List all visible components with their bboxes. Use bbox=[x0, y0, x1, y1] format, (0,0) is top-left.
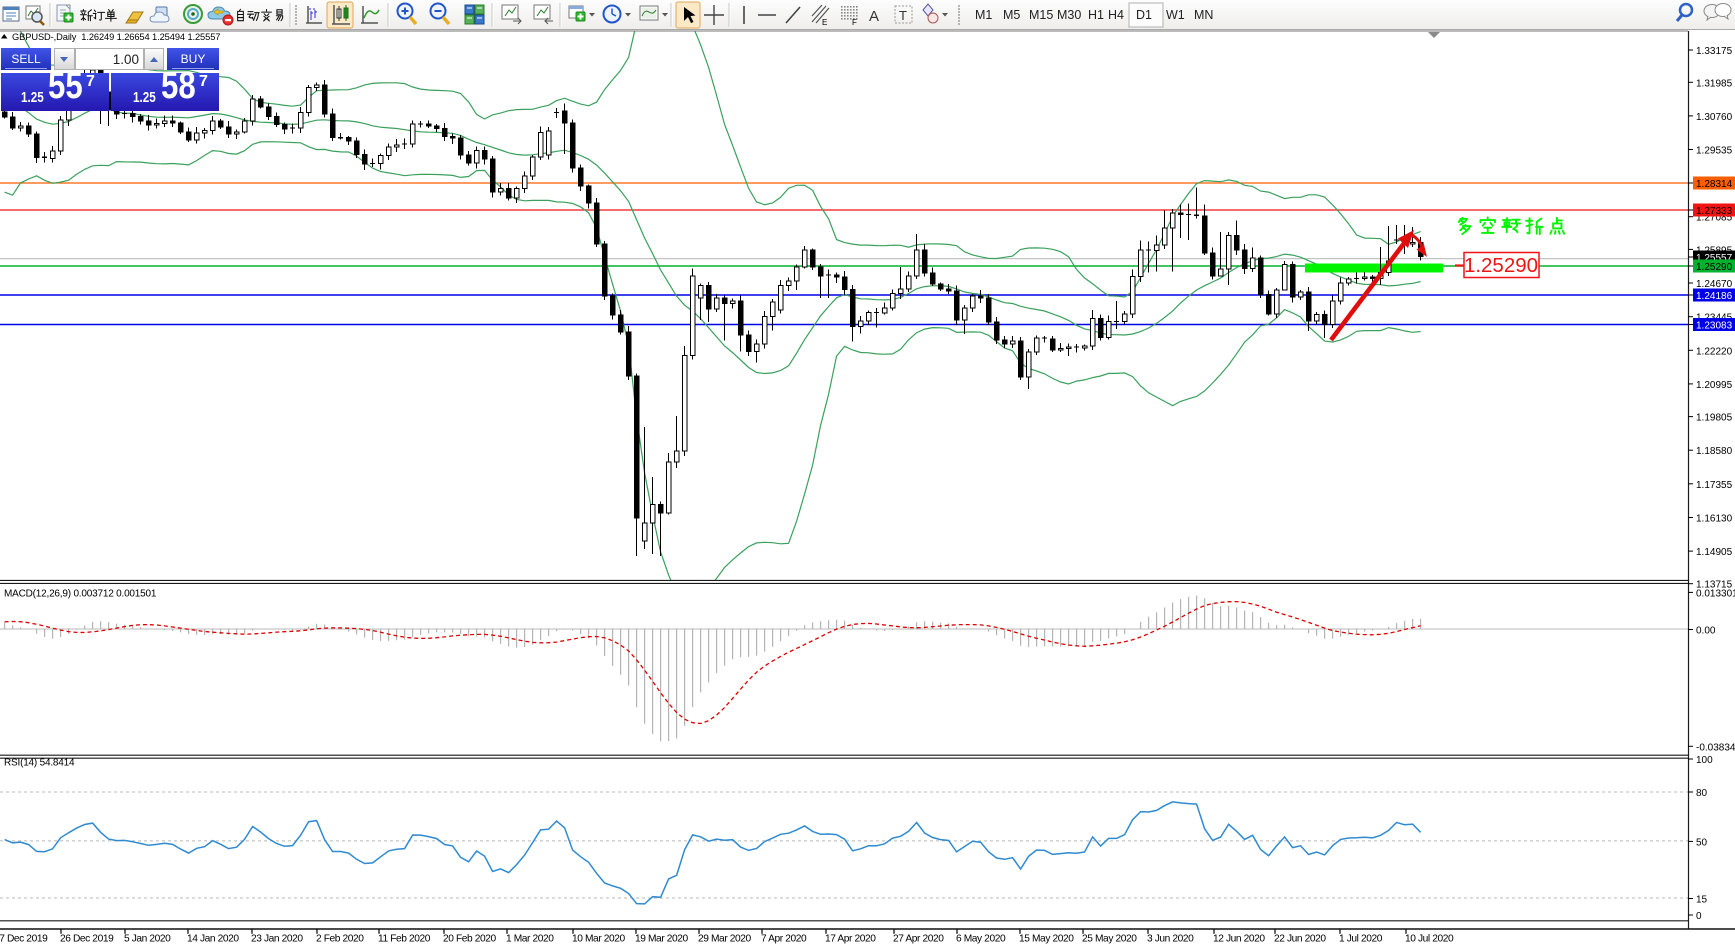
svg-text:1.27085: 1.27085 bbox=[1696, 213, 1733, 224]
svg-text:1.28314: 1.28314 bbox=[1696, 179, 1733, 190]
svg-text:1.13715: 1.13715 bbox=[1696, 580, 1733, 591]
svg-text:1.24186: 1.24186 bbox=[1696, 291, 1733, 302]
svg-text:1.14905: 1.14905 bbox=[1696, 547, 1733, 558]
svg-text:50: 50 bbox=[1696, 837, 1708, 848]
svg-text:22 Jun 2020: 22 Jun 2020 bbox=[1274, 934, 1326, 945]
svg-text:1.20995: 1.20995 bbox=[1696, 380, 1733, 391]
svg-text:19 Mar 2020: 19 Mar 2020 bbox=[635, 934, 689, 945]
svg-text:26 Dec 2019: 26 Dec 2019 bbox=[60, 934, 114, 945]
svg-text:1.24670: 1.24670 bbox=[1696, 279, 1733, 290]
svg-text:1.18580: 1.18580 bbox=[1696, 446, 1733, 457]
svg-text:MACD(12,26,9) 0.003712 0.00150: MACD(12,26,9) 0.003712 0.001501 bbox=[4, 589, 157, 600]
svg-text:W1: W1 bbox=[1166, 8, 1185, 22]
svg-text:15 May 2020: 15 May 2020 bbox=[1019, 934, 1074, 945]
svg-text:1.31985: 1.31985 bbox=[1696, 78, 1733, 89]
svg-text:3 Jun 2020: 3 Jun 2020 bbox=[1147, 934, 1194, 945]
svg-text:0.00: 0.00 bbox=[1696, 626, 1716, 637]
svg-text:1.25290: 1.25290 bbox=[1464, 254, 1538, 277]
svg-text:M30: M30 bbox=[1057, 8, 1081, 22]
svg-text:D1: D1 bbox=[1136, 8, 1152, 22]
svg-text:10 Mar 2020: 10 Mar 2020 bbox=[572, 934, 626, 945]
svg-text:H4: H4 bbox=[1108, 8, 1124, 22]
svg-text:1.19805: 1.19805 bbox=[1696, 413, 1733, 424]
svg-text:E: E bbox=[822, 18, 827, 27]
svg-text:0.013301: 0.013301 bbox=[1696, 588, 1735, 599]
svg-text:1 Jul 2020: 1 Jul 2020 bbox=[1339, 934, 1383, 945]
svg-text:17 Apr 2020: 17 Apr 2020 bbox=[825, 934, 876, 945]
svg-text:1.29535: 1.29535 bbox=[1696, 146, 1733, 157]
svg-text:1.22220: 1.22220 bbox=[1696, 346, 1733, 357]
svg-text:A: A bbox=[869, 8, 879, 25]
svg-text:17 Dec 2019: 17 Dec 2019 bbox=[0, 934, 48, 945]
svg-text:1 Mar 2020: 1 Mar 2020 bbox=[506, 934, 554, 945]
svg-text:80: 80 bbox=[1696, 788, 1708, 799]
svg-text:1.27333: 1.27333 bbox=[1696, 206, 1733, 217]
svg-text:1.17355: 1.17355 bbox=[1696, 480, 1733, 491]
svg-text:H1: H1 bbox=[1088, 8, 1104, 22]
svg-text:F: F bbox=[852, 18, 857, 27]
svg-text:1.23083: 1.23083 bbox=[1696, 321, 1733, 332]
svg-text:2 Feb 2020: 2 Feb 2020 bbox=[316, 934, 364, 945]
svg-text:15: 15 bbox=[1696, 895, 1708, 906]
svg-text:12 Jun 2020: 12 Jun 2020 bbox=[1213, 934, 1265, 945]
svg-text:1.25557: 1.25557 bbox=[1696, 253, 1733, 264]
svg-text:M15: M15 bbox=[1029, 8, 1053, 22]
svg-text:5 Jan 2020: 5 Jan 2020 bbox=[124, 934, 171, 945]
svg-text:7 Apr 2020: 7 Apr 2020 bbox=[761, 934, 807, 945]
svg-text:100: 100 bbox=[1696, 755, 1713, 766]
svg-text:MN: MN bbox=[1194, 8, 1213, 22]
svg-text:1.30760: 1.30760 bbox=[1696, 112, 1733, 123]
svg-text:0: 0 bbox=[1696, 911, 1702, 922]
svg-text:GBPUSD-,Daily 1.26249 1.26654: GBPUSD-,Daily 1.26249 1.26654 1.25494 1.… bbox=[12, 32, 220, 42]
svg-text:27 Apr 2020: 27 Apr 2020 bbox=[893, 934, 944, 945]
svg-text:23 Jan 2020: 23 Jan 2020 bbox=[251, 934, 303, 945]
svg-text:14 Jan 2020: 14 Jan 2020 bbox=[187, 934, 239, 945]
svg-text:11 Feb 2020: 11 Feb 2020 bbox=[378, 934, 431, 945]
svg-text:1.33175: 1.33175 bbox=[1696, 46, 1733, 57]
svg-text:-0.038343: -0.038343 bbox=[1696, 742, 1735, 753]
svg-text:RSI(14) 54.8414: RSI(14) 54.8414 bbox=[4, 758, 75, 769]
svg-text:6 May 2020: 6 May 2020 bbox=[956, 934, 1006, 945]
svg-text:T: T bbox=[899, 8, 907, 23]
svg-text:25 May 2020: 25 May 2020 bbox=[1082, 934, 1137, 945]
svg-text:10 Jul 2020: 10 Jul 2020 bbox=[1405, 934, 1454, 945]
svg-text:1.25290: 1.25290 bbox=[1696, 262, 1733, 273]
svg-text:20 Feb 2020: 20 Feb 2020 bbox=[443, 934, 497, 945]
svg-text:29 Mar 2020: 29 Mar 2020 bbox=[698, 934, 752, 945]
svg-text:M1: M1 bbox=[975, 8, 992, 22]
svg-text:M5: M5 bbox=[1003, 8, 1020, 22]
svg-text:1.16130: 1.16130 bbox=[1696, 514, 1733, 525]
